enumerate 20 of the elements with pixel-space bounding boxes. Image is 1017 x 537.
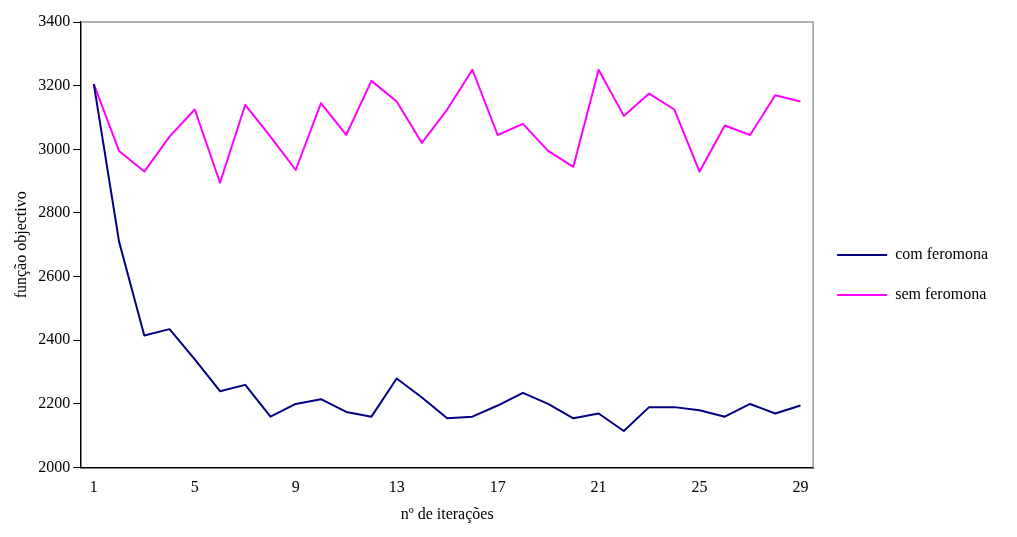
- x-tick-label: 21: [590, 478, 607, 496]
- y-tick-label: 2600: [38, 266, 71, 284]
- x-tick-label: 17: [489, 478, 506, 496]
- y-tick-label: 2800: [38, 203, 71, 221]
- y-tick-label: 2400: [38, 330, 71, 348]
- x-tick-label: 9: [291, 478, 300, 496]
- x-tick-label: 29: [792, 478, 809, 496]
- y-tick-label: 2200: [38, 394, 71, 412]
- y-tick-label: 2000: [38, 457, 71, 475]
- legend-label: com feromona: [895, 245, 989, 263]
- y-tick-label: 3000: [38, 139, 71, 157]
- x-tick-label: 1: [89, 478, 98, 496]
- x-tick-label: 5: [190, 478, 199, 496]
- y-tick-label: 3400: [38, 12, 71, 30]
- x-axis-title: nº de iterações: [400, 504, 494, 523]
- y-tick-label: 3200: [38, 75, 71, 93]
- legend-label: sem feromona: [895, 285, 987, 303]
- x-tick-label: 25: [691, 478, 708, 496]
- x-tick-label: 13: [388, 478, 405, 496]
- y-axis-title: função objectivo: [11, 191, 30, 299]
